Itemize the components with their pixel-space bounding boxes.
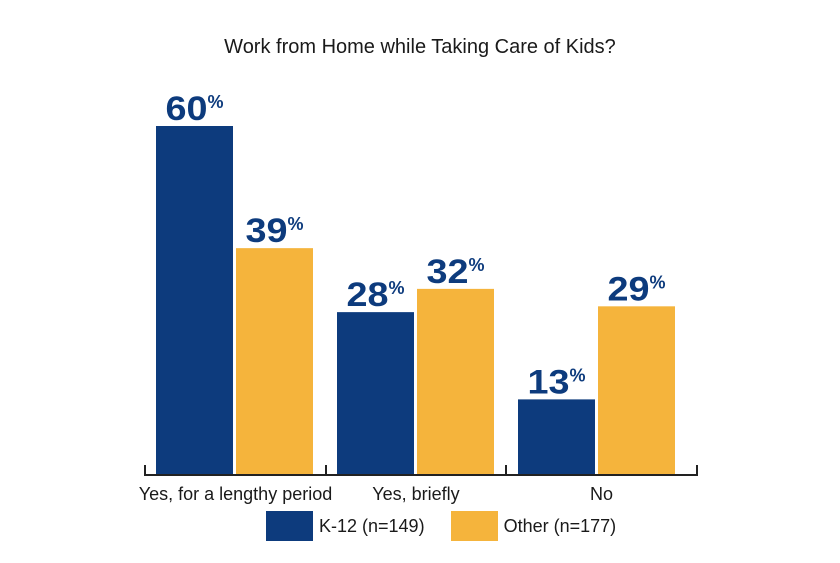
legend-swatch-other (450, 511, 498, 541)
bar-other-2 (598, 306, 675, 475)
legend-item-other: Other (n=177) (450, 511, 617, 541)
legend-label-other: Other (n=177) (503, 515, 617, 536)
data-label-other-2: 29% (607, 270, 665, 308)
legend-item-k12: K-12 (n=149) (266, 511, 425, 541)
bar-k12-1 (337, 312, 414, 475)
x-tick-label-2: No (590, 484, 613, 504)
data-label-k12-1: 28% (346, 276, 404, 314)
x-tick-label-1: Yes, briefly (372, 484, 459, 504)
legend-swatch-k12 (266, 511, 313, 541)
legend: K-12 (n=149) Other (n=177) (266, 511, 642, 541)
legend-label-k12: K-12 (n=149) (319, 515, 425, 536)
data-label-other-1: 32% (426, 253, 484, 291)
data-label-k12-2: 13% (527, 363, 585, 401)
bar-k12-2 (518, 399, 595, 475)
bar-k12-0 (156, 126, 233, 475)
data-label-other-0: 39% (245, 212, 303, 250)
bar-other-0 (236, 248, 313, 475)
data-label-k12-0: 60% (165, 90, 223, 128)
chart-title: Work from Home while Taking Care of Kids… (224, 36, 616, 58)
x-tick-label-0: Yes, for a lengthy period (139, 484, 332, 504)
bar-other-1 (417, 288, 494, 475)
